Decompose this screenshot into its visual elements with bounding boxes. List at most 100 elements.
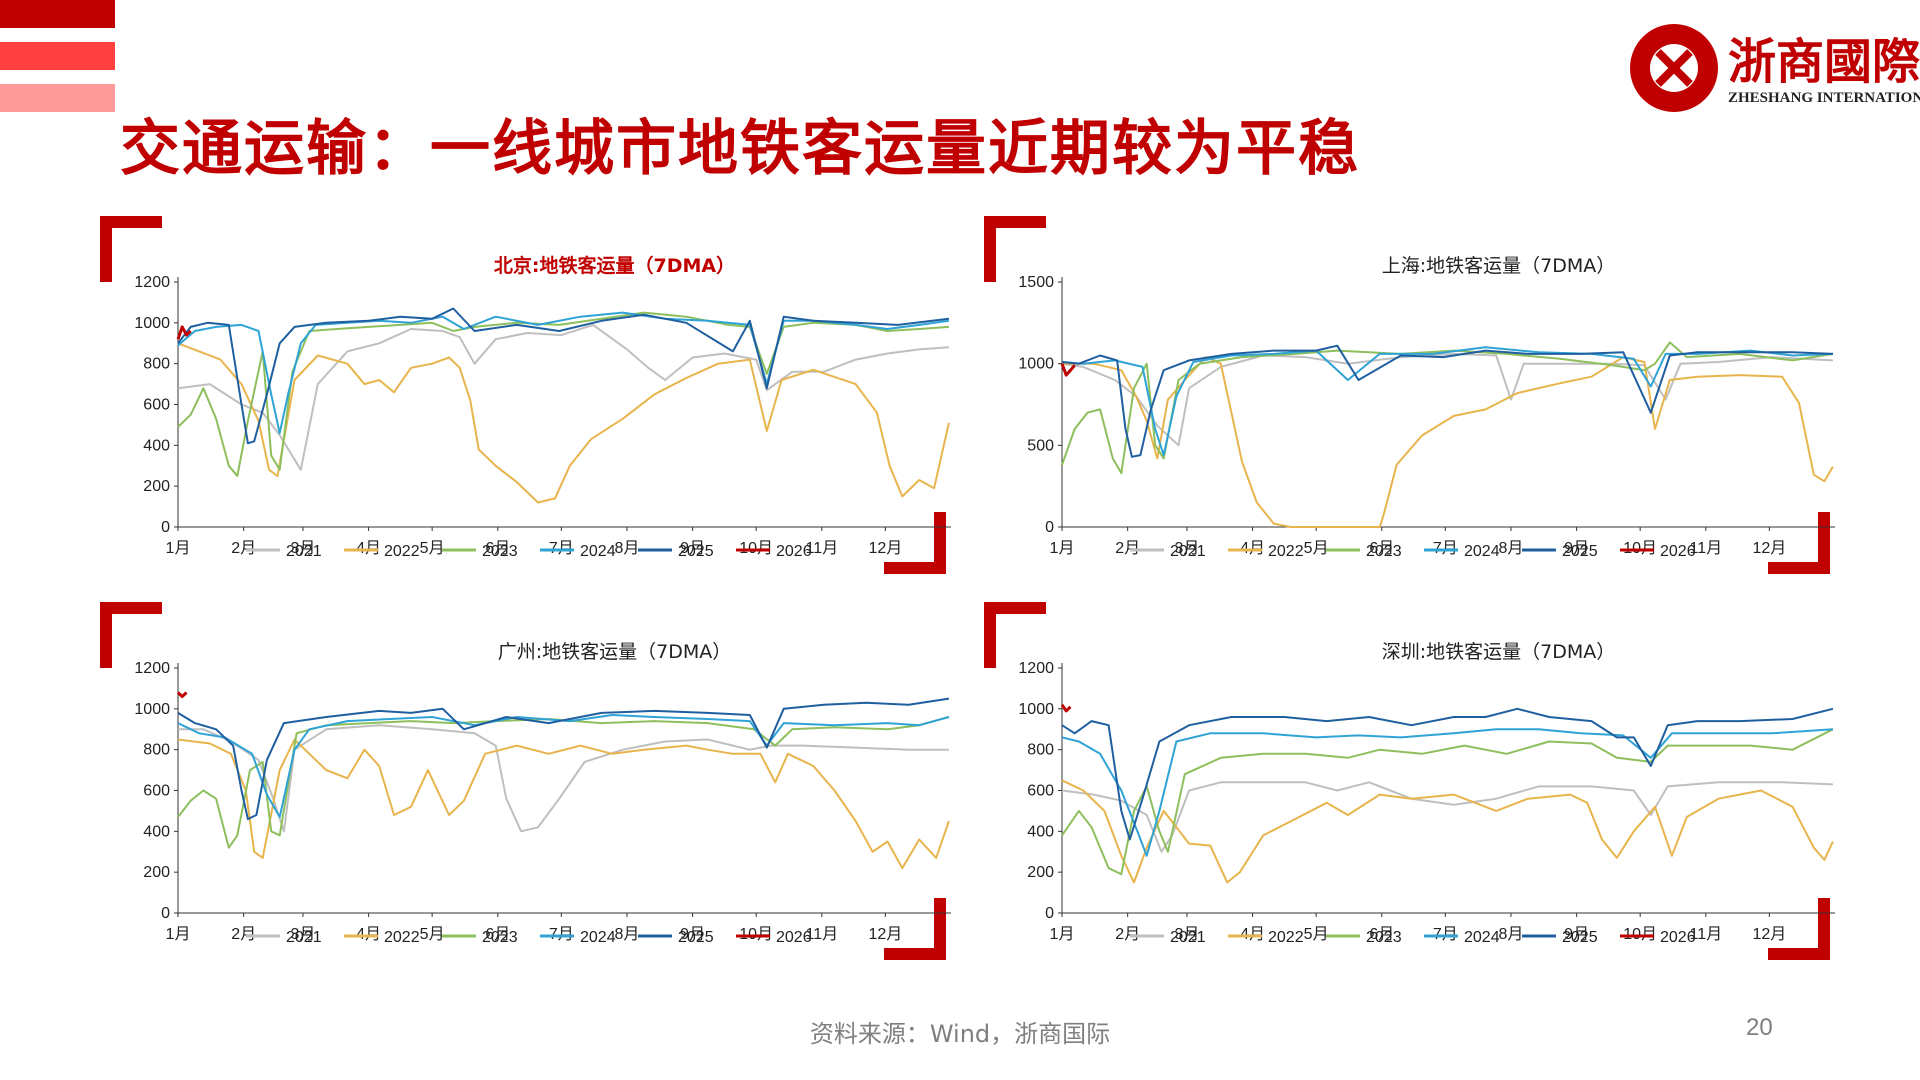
series-line-2021 bbox=[177, 323, 949, 471]
x-tick-label: 6月 bbox=[485, 926, 510, 943]
y-tick-label: 1200 bbox=[1018, 660, 1054, 677]
x-tick-label: 11月 bbox=[1690, 540, 1723, 557]
x-tick-label: 2月 bbox=[231, 926, 256, 943]
legend-label-2023: 2023 bbox=[1366, 929, 1402, 946]
y-tick-label: 200 bbox=[143, 478, 170, 495]
y-tick-label: 1200 bbox=[134, 274, 170, 291]
chart-panel-beijing: 北京:地铁客运量（7DMA） 0 200 400 600 800 1000 1200 1月 2月 3… bbox=[96, 212, 956, 582]
x-tick-label: 5月 bbox=[420, 926, 445, 943]
chart-svg: 广州:地铁客运量（7DMA） 0 200 400 600 800 1000 1200 1月 2月 3… bbox=[100, 602, 951, 960]
chart-title: 广州:地铁客运量（7DMA） bbox=[498, 641, 732, 663]
series-line-2021 bbox=[1061, 352, 1833, 447]
chart-panel-guangzhou: 广州:地铁客运量（7DMA） 0 200 400 600 800 1000 1200 1月 2月 3… bbox=[96, 598, 956, 968]
legend-label-2022: 2022 bbox=[1268, 543, 1304, 560]
series-line-2025 bbox=[177, 697, 950, 821]
legend-label-2022: 2022 bbox=[384, 543, 420, 560]
corner-bracket-top-left bbox=[984, 216, 1046, 282]
series-line-2024 bbox=[177, 311, 950, 435]
legend-label-2024: 2024 bbox=[1464, 929, 1500, 946]
corner-bracket-bottom-right bbox=[884, 898, 946, 960]
x-tick-label: 5月 bbox=[1304, 540, 1329, 557]
series-line-2024 bbox=[1061, 728, 1833, 857]
series-line-2026 bbox=[1060, 703, 1072, 713]
series-line-2025 bbox=[177, 307, 950, 445]
chart-svg: 深圳:地铁客运量（7DMA） 0 200 400 600 800 1000 1200 1月 2月 3… bbox=[984, 602, 1835, 960]
corner-bracket-top-left bbox=[100, 216, 162, 282]
y-tick-label: 400 bbox=[143, 437, 170, 454]
legend-label-2025: 2025 bbox=[678, 543, 714, 560]
series-line-2024 bbox=[177, 714, 950, 818]
chart-svg: 上海:地铁客运量（7DMA）0500100015001月2月3月4月5月6月7月… bbox=[984, 216, 1835, 574]
series-line-2023 bbox=[1061, 728, 1834, 876]
y-tick-label: 0 bbox=[1045, 905, 1054, 922]
x-tick-label: 3月 bbox=[290, 926, 315, 943]
legend-label-2026: 2026 bbox=[1660, 929, 1696, 946]
y-tick-label: 800 bbox=[1027, 742, 1054, 759]
x-tick-label: 2月 bbox=[1115, 926, 1140, 943]
series-line-2024 bbox=[1061, 346, 1833, 457]
y-tick-label: 0 bbox=[161, 905, 170, 922]
header-stripe-1 bbox=[0, 0, 115, 28]
series-line-2022 bbox=[177, 738, 950, 870]
series-line-2025 bbox=[1061, 344, 1833, 458]
x-tick-label: 12月 bbox=[868, 540, 902, 557]
legend-label-2025: 2025 bbox=[1562, 543, 1598, 560]
x-tick-label: 11月 bbox=[806, 926, 839, 943]
y-tick-label: 200 bbox=[1027, 864, 1054, 881]
legend-label-2021: 2021 bbox=[1170, 543, 1206, 560]
corner-bracket-bottom-right bbox=[884, 512, 946, 574]
chart-panel-shanghai: 上海:地铁客运量（7DMA）0500100015001月2月3月4月5月6月7月… bbox=[980, 212, 1840, 582]
series-line-2023 bbox=[1061, 341, 1834, 475]
legend-label-2022: 2022 bbox=[384, 929, 420, 946]
x-tick-label: 5月 bbox=[1304, 926, 1329, 943]
x-tick-label: 9月 bbox=[680, 540, 705, 557]
legend-label-2021: 2021 bbox=[286, 929, 322, 946]
header-stripe-2 bbox=[0, 42, 115, 70]
x-tick-label: 3月 bbox=[1174, 926, 1199, 943]
y-tick-label: 1200 bbox=[134, 660, 170, 677]
x-tick-label: 8月 bbox=[615, 926, 640, 943]
header-stripe-3 bbox=[0, 84, 115, 112]
legend-label-2026: 2026 bbox=[1660, 543, 1696, 560]
y-tick-label: 1000 bbox=[1018, 356, 1054, 373]
chart-title: 上海:地铁客运量（7DMA） bbox=[1382, 255, 1616, 277]
series-line-2023 bbox=[177, 716, 950, 849]
legend-label-2023: 2023 bbox=[1366, 543, 1402, 560]
y-tick-label: 200 bbox=[143, 864, 170, 881]
y-tick-label: 0 bbox=[1045, 519, 1054, 536]
y-tick-label: 0 bbox=[161, 519, 170, 536]
series-line-2026 bbox=[176, 325, 192, 340]
y-tick-label: 1000 bbox=[1018, 701, 1054, 718]
page-title: 交通运输：一线城市地铁客运量近期较为平稳 bbox=[120, 114, 1360, 184]
legend-label-2021: 2021 bbox=[286, 543, 322, 560]
y-tick-label: 1000 bbox=[134, 701, 170, 718]
series-line-2025 bbox=[1061, 707, 1834, 841]
y-tick-label: 400 bbox=[1027, 823, 1054, 840]
legend-label-2026: 2026 bbox=[776, 929, 812, 946]
legend-label-2025: 2025 bbox=[1562, 929, 1598, 946]
x-tick-label: 1月 bbox=[166, 926, 191, 943]
x-tick-label: 8月 bbox=[1499, 540, 1524, 557]
chart-title: 深圳:地铁客运量（7DMA） bbox=[1382, 641, 1616, 663]
x-tick-label: 1月 bbox=[166, 540, 191, 557]
y-tick-label: 1500 bbox=[1018, 274, 1054, 291]
corner-bracket-bottom-right bbox=[1768, 898, 1830, 960]
x-tick-label: 12月 bbox=[868, 926, 902, 943]
legend-label-2024: 2024 bbox=[580, 929, 616, 946]
chart-panel-shenzhen: 深圳:地铁客运量（7DMA） 0 200 400 600 800 1000 1200 1月 2月 3… bbox=[980, 598, 1840, 968]
series-line-2022 bbox=[1061, 779, 1834, 884]
x-tick-label: 8月 bbox=[1499, 926, 1524, 943]
x-tick-label: 6月 bbox=[1369, 540, 1394, 557]
x-tick-label: 6月 bbox=[1369, 926, 1394, 943]
series-line-2026 bbox=[176, 691, 188, 699]
x-tick-label: 2月 bbox=[231, 540, 256, 557]
legend-label-2023: 2023 bbox=[482, 929, 518, 946]
y-tick-label: 500 bbox=[1027, 437, 1054, 454]
x-tick-label: 8月 bbox=[615, 540, 640, 557]
x-tick-label: 1月 bbox=[1050, 540, 1075, 557]
y-tick-label: 800 bbox=[143, 356, 170, 373]
y-tick-label: 600 bbox=[143, 397, 170, 414]
x-tick-label: 9月 bbox=[1564, 540, 1589, 557]
x-tick-label: 9月 bbox=[680, 926, 705, 943]
logo-name-en: ZHESHANG INTERNATIONAL bbox=[1728, 90, 1920, 106]
